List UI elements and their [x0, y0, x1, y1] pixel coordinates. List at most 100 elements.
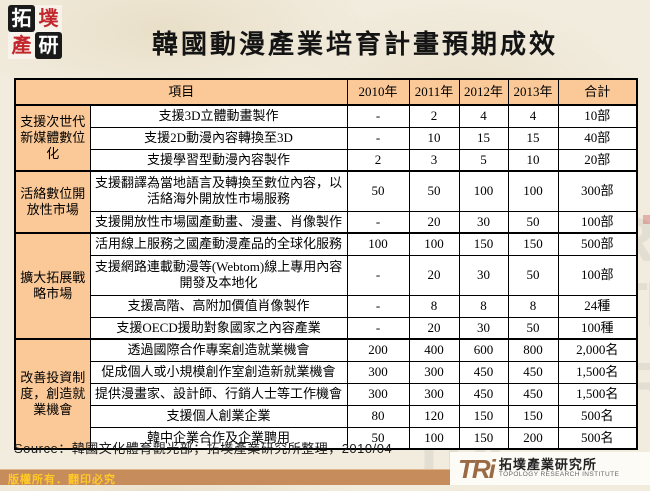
value-cell: 20 — [408, 210, 460, 234]
total-cell: 500名 — [557, 404, 638, 428]
item-cell: 支援高階、高附加價值肖像製作 — [89, 294, 348, 318]
value-cell: 2 — [346, 148, 410, 172]
table-row: 支援OECD援助對象國家之內容產業 - 20 30 50 100種 — [15, 316, 638, 340]
value-cell: 2 — [408, 104, 460, 128]
tri-wordmark: TRi — [458, 453, 496, 484]
brand-name-en: TOPOLOGY RESEARCH INSTITUTE — [498, 470, 620, 478]
column-header-item: 項目 — [14, 78, 348, 106]
total-cell: 500部 — [557, 232, 638, 256]
item-cell: 支援OECD援助對象國家之內容產業 — [89, 316, 348, 340]
item-cell: 韓中企業合作及企業聘用 — [89, 426, 348, 450]
value-cell: 450 — [458, 360, 509, 384]
value-cell: 30 — [458, 210, 509, 234]
value-cell: 10 — [408, 126, 460, 150]
total-cell: 100部 — [557, 210, 638, 234]
column-header-year: 2011年 — [408, 78, 460, 106]
value-cell: 8 — [507, 294, 559, 318]
logo-char: 研 — [35, 32, 62, 59]
value-cell: 100 — [346, 232, 410, 256]
value-cell: - — [346, 254, 410, 296]
total-cell: 100部 — [557, 254, 638, 296]
tri-brand-logo: TRi 拓墣產業研究所 TOPOLOGY RESEARCH INSTITUTE — [450, 452, 650, 485]
value-cell: 200 — [507, 426, 559, 450]
total-cell: 24種 — [557, 294, 638, 318]
value-cell: 100 — [408, 426, 460, 450]
value-cell: 120 — [408, 404, 460, 428]
table-row: 支援網路連載動漫等(Webtom)線上專用內容開發及本地化 - 20 30 50… — [15, 254, 638, 296]
value-cell: 150 — [507, 404, 559, 428]
group-label: 活絡數位開放性市場 — [14, 170, 91, 234]
item-cell: 透過國際合作專案創造就業機會 — [89, 338, 348, 362]
logo-char: 產 — [8, 32, 35, 59]
column-header-total: 合計 — [557, 78, 638, 106]
total-cell: 10部 — [557, 104, 638, 128]
value-cell: 100 — [408, 232, 460, 256]
value-cell: 5 — [458, 148, 509, 172]
header-row: 項目 2010年 2011年 2012年 2013年 合計 — [14, 78, 638, 106]
value-cell: 600 — [458, 338, 509, 362]
value-cell: 50 — [507, 210, 559, 234]
total-cell: 1,500名 — [557, 360, 638, 384]
item-cell: 支援3D立體動畫製作 — [89, 104, 348, 128]
value-cell: 50 — [507, 254, 559, 296]
logo-char: 拓 — [8, 5, 35, 32]
value-cell: 80 — [346, 404, 410, 428]
value-cell: - — [346, 294, 410, 318]
value-cell: 300 — [346, 382, 410, 406]
value-cell: - — [346, 104, 410, 128]
value-cell: - — [346, 210, 410, 234]
value-cell: 400 — [408, 338, 460, 362]
table-row: 支援個人創業企業 80 120 150 150 500名 — [15, 404, 638, 428]
value-cell: 30 — [458, 316, 509, 340]
logo-char: 墣 — [35, 5, 62, 32]
value-cell: 300 — [408, 360, 460, 384]
total-cell: 300部 — [557, 170, 638, 212]
value-cell: 150 — [458, 232, 509, 256]
table-row: 提供漫畫家、設計師、行銷人士等工作機會 300 300 450 450 1,50… — [15, 382, 638, 406]
topology-corner-logo: 拓 墣 產 研 — [8, 5, 62, 59]
table-row: 活絡數位開放性市場 支援翻譯為當地語言及轉換至數位內容，以活絡海外開放性市場服務… — [14, 170, 638, 234]
table-row: 支援開放性市場國產動畫、漫畫、肖像製作 - 20 30 50 100部 — [15, 210, 638, 234]
results-table: 項目 2010年 2011年 2012年 2013年 合計 支援次世代新媒體數位… — [14, 78, 639, 450]
total-cell: 20部 — [557, 148, 638, 172]
table-row: 韓中企業合作及企業聘用 50 100 150 200 500名 — [15, 426, 638, 450]
value-cell: 20 — [408, 254, 460, 296]
value-cell: 50 — [408, 170, 460, 212]
value-cell: 150 — [507, 232, 559, 256]
value-cell: 450 — [458, 382, 509, 406]
table-row: 支援次世代新媒體數位化 支援3D立體動畫製作 - 2 4 4 10部 — [14, 104, 638, 172]
item-cell: 支援翻譯為當地語言及轉換至數位內容，以活絡海外開放性市場服務 — [89, 170, 348, 212]
table-row: 支援學習型動漫內容製作 2 3 5 10 20部 — [15, 148, 638, 172]
column-header-year: 2010年 — [346, 78, 410, 106]
total-cell: 500名 — [557, 426, 638, 450]
value-cell: 8 — [458, 294, 509, 318]
table-row: 擴大拓展戰略市場 活用線上服務之國產動漫產品的全球化服務 100 100 150… — [14, 232, 638, 340]
value-cell: 3 — [408, 148, 460, 172]
item-cell: 支援網路連載動漫等(Webtom)線上專用內容開發及本地化 — [89, 254, 348, 296]
value-cell: 450 — [507, 382, 559, 406]
table-row: 改善投資制度，創造就業機會 透過國際合作專案創造就業機會 200 400 600… — [14, 338, 638, 450]
value-cell: - — [346, 316, 410, 340]
value-cell: 200 — [346, 338, 410, 362]
item-cell: 促成個人或小規模創作室創造新就業機會 — [89, 360, 348, 384]
total-cell: 2,000名 — [557, 338, 638, 362]
total-cell: 1,500名 — [557, 382, 638, 406]
value-cell: 300 — [346, 360, 410, 384]
group-label: 擴大拓展戰略市場 — [14, 232, 91, 340]
table-row: 促成個人或小規模創作室創造新就業機會 300 300 450 450 1,500… — [15, 360, 638, 384]
table-row: 支援高階、高附加價值肖像製作 - 8 8 8 24種 — [15, 294, 638, 318]
item-cell: 支援學習型動漫內容製作 — [89, 148, 348, 172]
brand-name-zh: 拓墣產業研究所 — [498, 457, 597, 473]
item-cell: 支援2D動漫內容轉換至3D — [89, 126, 348, 150]
source-line: Source：韓國文化體育觀光部；拓墣產業研究所整理，2010/04 — [14, 441, 393, 456]
total-cell: 100種 — [557, 316, 638, 340]
value-cell: 150 — [458, 404, 509, 428]
value-cell: 50 — [507, 316, 559, 340]
value-cell: 10 — [507, 148, 559, 172]
value-cell: 100 — [458, 170, 509, 212]
column-header-year: 2013年 — [507, 78, 559, 106]
value-cell: 15 — [458, 126, 509, 150]
total-cell: 40部 — [557, 126, 638, 150]
group-label: 改善投資制度，創造就業機會 — [14, 338, 91, 450]
value-cell: 4 — [507, 104, 559, 128]
